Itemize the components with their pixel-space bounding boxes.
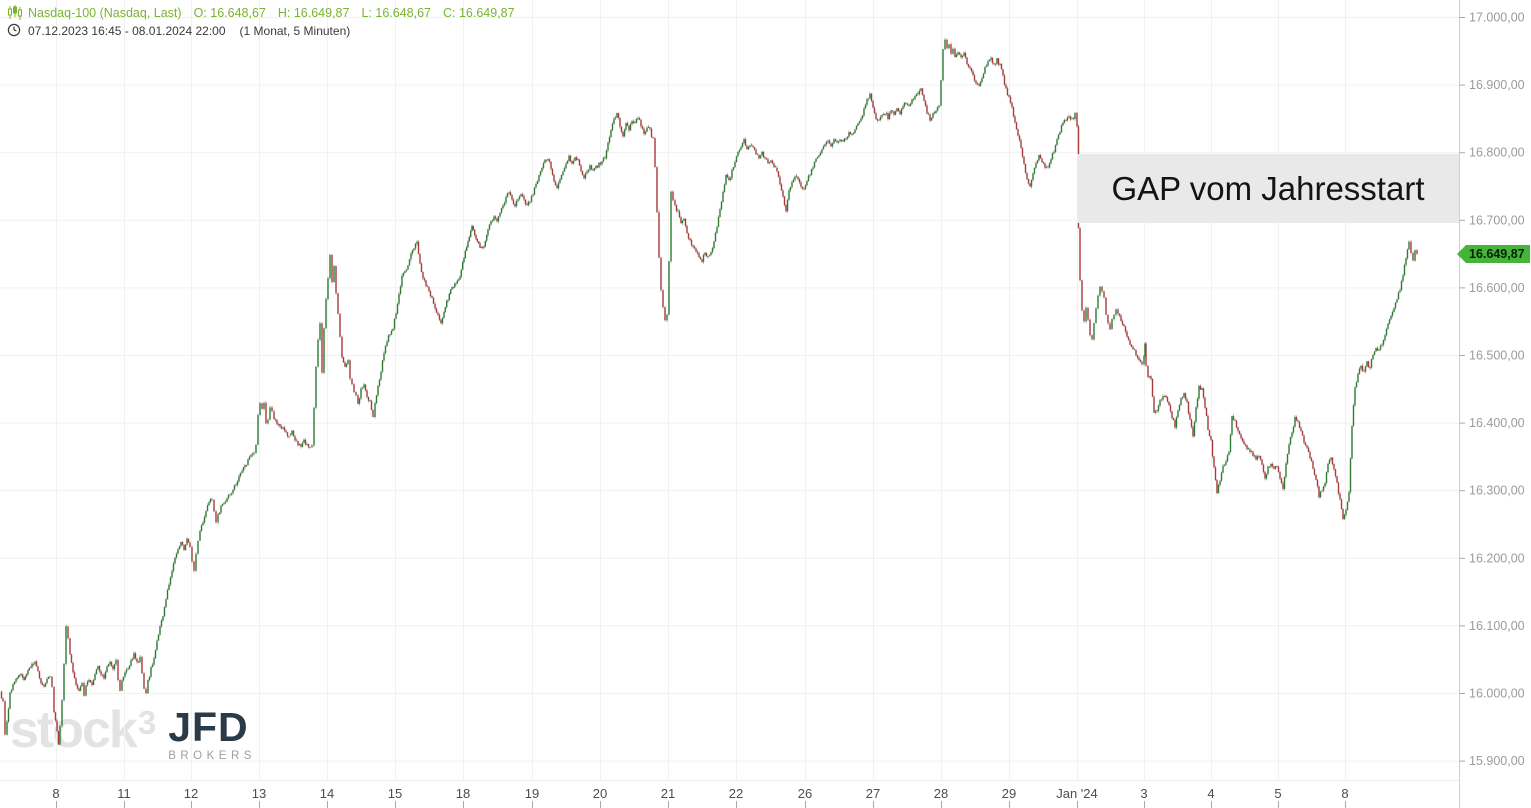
clock-icon	[7, 23, 23, 38]
x-axis-label: 3	[1140, 786, 1147, 801]
ohlc-high: H: 16.649,87	[277, 5, 350, 20]
stock3-logo: stock3	[10, 701, 156, 759]
stock3-logo-text: stock	[10, 701, 138, 759]
y-axis-label: 16.500,00	[1469, 349, 1525, 363]
last-price-badge: 16.649,87	[1457, 245, 1530, 263]
x-axis-label: 14	[320, 786, 334, 801]
x-axis-label: 15	[388, 786, 402, 801]
candles-down	[0, 39, 1418, 745]
watermark: stock3 JFD BROKERS	[10, 704, 256, 762]
y-axis-label: 16.700,00	[1469, 213, 1525, 227]
legend-row-instrument[interactable]: Nasdaq-100 (Nasdaq, Last) O: 16.648,67 H…	[7, 4, 515, 21]
x-axis-label: 26	[798, 786, 812, 801]
x-axis-label: 19	[525, 786, 539, 801]
y-axis-label: 16.100,00	[1469, 619, 1525, 633]
candles-layer	[0, 37, 1418, 746]
last-price-value: 16.649,87	[1469, 247, 1525, 261]
stock3-logo-sup: 3	[137, 704, 156, 741]
instrument-title[interactable]: Nasdaq-100 (Nasdaq, Last)	[28, 5, 182, 20]
gap-annotation[interactable]: GAP vom Jahresstart	[1077, 154, 1459, 223]
grid-layer	[0, 0, 1459, 781]
ohlc-low: L: 16.648,67	[361, 5, 431, 20]
candles-up	[6, 39, 1416, 745]
jfd-brokers-text: BROKERS	[168, 749, 256, 762]
x-axis-label: 13	[252, 786, 266, 801]
x-axis: 8 11 12 13 14 15 18 19 20 21 22 26 27 28 29 Jan '24 3 4 5 8	[52, 786, 1349, 808]
x-axis-label: 20	[593, 786, 607, 801]
x-axis-label: 29	[1002, 786, 1016, 801]
y-axis-label: 16.000,00	[1469, 687, 1525, 701]
x-axis-label: 12	[184, 786, 198, 801]
x-axis-label: 5	[1274, 786, 1281, 801]
y-axis-label: 16.200,00	[1469, 551, 1525, 565]
x-axis-label: 18	[456, 786, 470, 801]
y-axis-label: 16.900,00	[1469, 78, 1525, 92]
jfd-logo-text: JFD	[168, 704, 249, 750]
y-axis: 17.000,00 16.900,00 16.800,00 16.700,00 16.6…	[1459, 0, 1525, 808]
x-axis-label: 8	[1341, 786, 1348, 801]
candlestick-icon	[7, 5, 23, 20]
time-range: 07.12.2023 16:45 - 08.01.2024 22:00	[28, 23, 226, 38]
x-axis-label: Jan '24	[1056, 786, 1098, 801]
y-axis-label: 15.900,00	[1469, 754, 1525, 768]
interval-info: (1 Monat, 5 Minuten)	[239, 23, 351, 38]
x-axis-label: 27	[866, 786, 880, 801]
x-axis-label: 8	[52, 786, 59, 801]
ohlc-open: O: 16.648,67	[193, 5, 266, 20]
y-axis-label: 16.600,00	[1469, 281, 1525, 295]
ohlc-close: C: 16.649,87	[442, 5, 515, 20]
y-axis-label: 17.000,00	[1469, 11, 1525, 25]
x-axis-label: 21	[661, 786, 675, 801]
x-axis-label: 28	[934, 786, 948, 801]
x-axis-label: 11	[117, 786, 131, 801]
legend-row-timerange: 07.12.2023 16:45 - 08.01.2024 22:00 (1 M…	[7, 22, 515, 39]
x-axis-label: 22	[729, 786, 743, 801]
y-axis-label: 16.800,00	[1469, 146, 1525, 160]
y-axis-label: 16.400,00	[1469, 416, 1525, 430]
y-axis-label: 16.300,00	[1469, 484, 1525, 498]
gap-annotation-text: GAP vom Jahresstart	[1111, 169, 1425, 207]
candle-wicks	[1, 37, 1418, 746]
x-axis-label: 4	[1207, 786, 1214, 801]
legend: Nasdaq-100 (Nasdaq, Last) O: 16.648,67 H…	[7, 4, 515, 39]
jfd-logo: JFD BROKERS	[168, 704, 256, 762]
